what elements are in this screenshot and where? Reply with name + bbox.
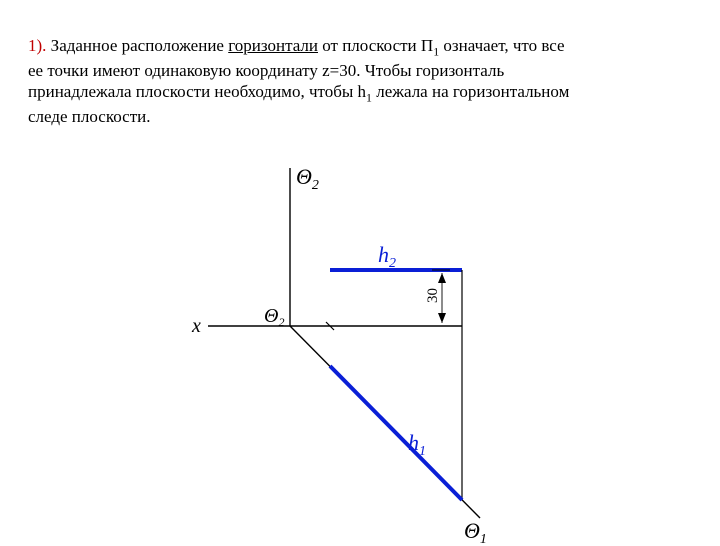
svg-text:30: 30 (425, 288, 441, 303)
text-frag-1c: от плоскости П (318, 36, 433, 55)
svg-text:h2: h2 (378, 242, 396, 271)
svg-text:Θ1: Θ1 (464, 518, 487, 546)
svg-text:Θ2: Θ2 (296, 164, 319, 193)
lead-number: 1). (28, 36, 46, 55)
text-line4: следе плоскости. (28, 107, 151, 126)
descriptive-geometry-diagram: 30 Θ2 Θ2 Θ1 x h2 h1 (190, 156, 530, 546)
paragraph: 1). Заданное расположение горизонтали от… (28, 35, 692, 128)
text-line2: ее точки имеют одинаковую координату z=3… (28, 61, 504, 80)
text-frag-3a: принадлежала плоскости необходимо, чтобы… (28, 82, 366, 101)
page: 1). Заданное расположение горизонтали от… (0, 0, 720, 540)
svg-text:Θ2: Θ2 (264, 305, 284, 329)
svg-text:h1: h1 (408, 430, 426, 459)
text-underline-horizontal: горизонтали (228, 36, 318, 55)
svg-text:x: x (191, 315, 201, 337)
text-frag-1d: означает, что все (439, 36, 564, 55)
text-frag-3b: лежала на горизонтальном (372, 82, 569, 101)
figure-wrap: 30 Θ2 Θ2 Θ1 x h2 h1 (28, 156, 692, 546)
text-frag-1a: Заданное расположение (46, 36, 228, 55)
